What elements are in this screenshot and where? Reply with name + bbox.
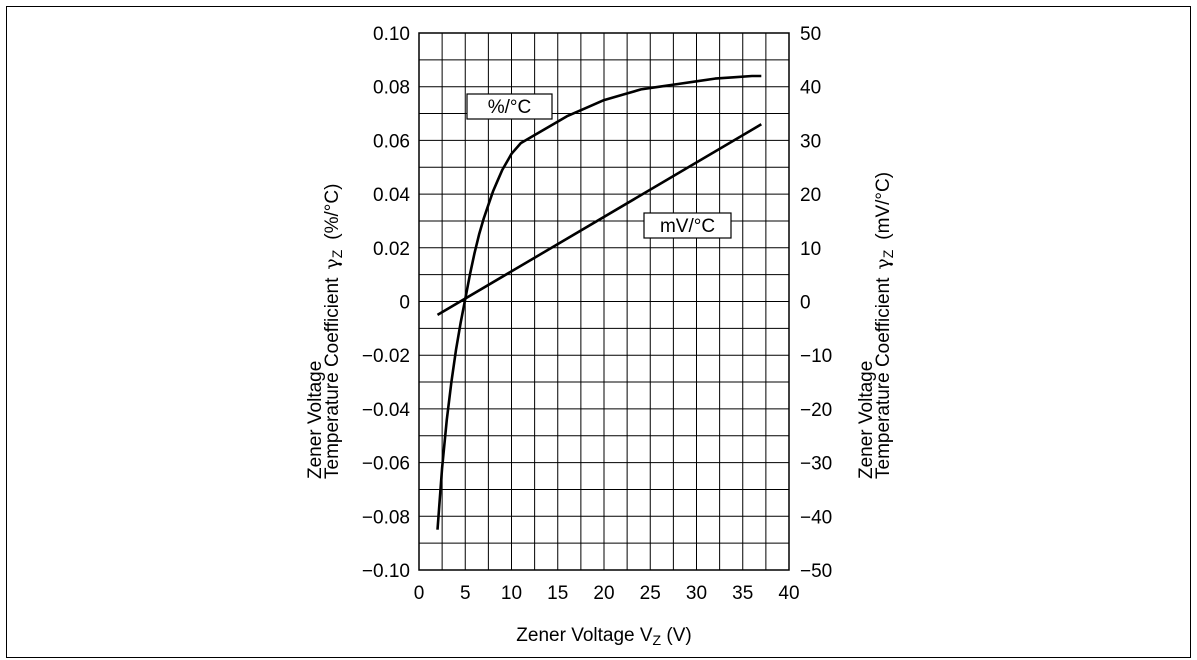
y-right-tick-label: 10 [800,239,821,260]
y-right-tick-label: −20 [800,400,832,421]
x-tick-label: 0 [414,583,425,604]
annotation-percent-per-c-box [466,93,553,120]
x-tick-label: 20 [593,583,614,604]
y-left-tick-label: 0 [399,293,410,314]
y-left-axis-title-line2: Temperature CoefficientγZ(%/°C) [321,184,345,479]
y-left-tick-label: 0.06 [373,131,410,152]
y-right-tick-label: 0 [800,293,811,314]
y-right-tick-label: −10 [800,346,832,367]
y-left-axis-title-line1: Zener Voltage [305,361,326,479]
x-axis-title: Zener Voltage VZ (V) [516,625,691,648]
x-tick-labels: 0 5 10 15 20 25 30 35 40 [414,583,800,604]
x-tick-label: 10 [501,583,522,604]
x-tick-label: 25 [640,583,661,604]
y-left-tick-label: −0.04 [362,400,411,421]
x-tick-label: 5 [460,583,471,604]
annotation-percent-per-c: %/°C [466,93,553,120]
y-right-axis-title-line2: Temperature CoefficientγZ(mV/°C) [872,172,896,479]
y-left-tick-label: −0.06 [362,454,410,475]
annotation-mv-per-c: mV/°C [643,212,732,239]
x-tick-label: 40 [778,583,799,604]
y-right-tick-label: 40 [800,78,821,99]
y-right-tick-label: −30 [800,454,832,475]
y-left-tick-label: 0.02 [373,239,410,260]
y-left-tick-labels: 0.10 0.08 0.06 0.04 0.02 0 −0.02 −0.04 −0.06 −0.0… [362,24,411,582]
y-left-tick-label: −0.02 [362,346,410,367]
annotation-mv-per-c-text: mV/°C [660,216,715,237]
y-left-tick-label: 0.04 [373,185,410,206]
series-line-percent-per-c [436,74,762,530]
y-right-tick-label: −50 [800,561,832,582]
annotation-mv-per-c-box [643,212,732,239]
y-left-tick-label: 0.08 [373,78,410,99]
annotations: %/°C mV/°C [466,93,732,239]
y-right-tick-label: 30 [800,131,821,152]
annotation-percent-per-c-text: %/°C [488,97,532,118]
y-right-tick-label: −40 [800,507,832,528]
chart-frame [6,6,1191,658]
y-right-tick-label: 50 [800,24,821,45]
y-left-tick-label: −0.08 [362,507,410,528]
x-tick-label: 35 [732,583,753,604]
y-right-tick-labels: 50 40 30 20 10 0 −10 −20 −30 −40 −50 [800,24,832,582]
y-left-tick-label: −0.10 [362,561,410,582]
y-right-tick-label: 20 [800,185,821,206]
y-left-tick-label: 0.10 [373,24,410,45]
series-group [436,74,762,530]
plot-border [418,32,790,571]
y-right-axis-title-line1: Zener Voltage [856,361,877,479]
x-tick-label: 30 [686,583,707,604]
x-tick-label: 15 [547,583,568,604]
series-line-mv-per-c [436,123,762,317]
